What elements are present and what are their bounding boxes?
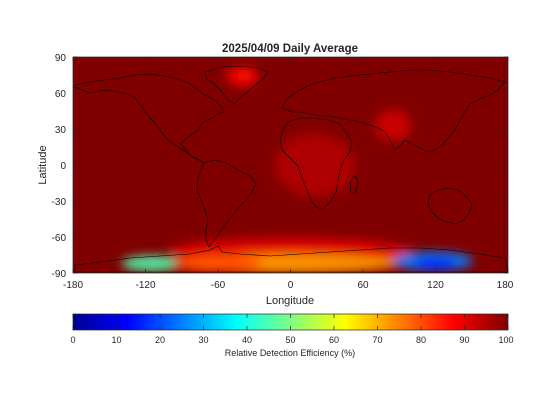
- coastline-antarctica: [74, 245, 508, 273]
- colorbar-tick-label: 90: [459, 335, 469, 345]
- x-tick-label: 120: [427, 280, 444, 291]
- coastline-greenland: [204, 65, 269, 105]
- y-tick-label: -60: [52, 233, 67, 244]
- x-tick-label: 180: [497, 280, 514, 291]
- x-tick-label: -120: [135, 280, 155, 291]
- colorbar-tick-label: 40: [242, 335, 252, 345]
- y-tick-labels: 90 60 30 0 -30 -60 -90: [52, 53, 67, 280]
- heatmap-feature: [173, 254, 263, 273]
- colorbar-tick-label: 60: [329, 335, 339, 345]
- coastline-africa: [279, 117, 353, 211]
- coastline-south-america: [196, 159, 257, 248]
- y-axis-label: Latitude: [37, 145, 49, 184]
- coastline-madagascar: [349, 175, 359, 195]
- colorbar-tick-marks: [72, 314, 509, 330]
- colorbar-label: Relative Detection Efficiency (%): [225, 348, 355, 358]
- colorbar-tick-label: 70: [372, 335, 382, 345]
- colorbar-tick-label: 50: [285, 335, 295, 345]
- y-tick-marks: [73, 56, 508, 274]
- chart-title: 2025/04/09 Daily Average: [222, 43, 358, 55]
- heatmap-feature: [375, 109, 412, 142]
- colorbar-tick-label: 80: [416, 335, 426, 345]
- heatmap-area: [73, 57, 508, 273]
- colorbar-tick-label: 10: [111, 335, 121, 345]
- colorbar-tick-labels: 0 10 20 30 40 50 60 70 80 90 100: [70, 335, 513, 345]
- y-tick-label: -90: [52, 269, 67, 280]
- x-tick-label: -60: [211, 280, 226, 291]
- heatmap-feature: [413, 257, 458, 270]
- x-tick-labels: -180 -120 -60 0 60 120 180: [63, 280, 514, 291]
- colorbar-tick-label: 0: [70, 335, 75, 345]
- x-axis-label: Longitude: [266, 295, 314, 307]
- heatmap-feature: [274, 133, 355, 197]
- heatmap-feature: [121, 255, 182, 272]
- x-tick-label: 0: [288, 280, 294, 291]
- y-tick-label: 0: [60, 161, 66, 172]
- colorbar-tick-label: 100: [498, 335, 513, 345]
- heatmap-feature: [226, 66, 259, 87]
- y-tick-label: 30: [55, 125, 67, 136]
- y-tick-label: 90: [55, 53, 67, 64]
- coastline-australia: [427, 187, 473, 225]
- x-tick-label: -180: [63, 280, 83, 291]
- colorbar: 0 10 20 30 40 50 60 70 80 90 100 Relativ…: [70, 313, 514, 358]
- coastline-europe-asia: [281, 69, 506, 153]
- coastline-north-america: [74, 73, 225, 164]
- x-tick-marks: [72, 57, 509, 273]
- y-tick-label: 60: [55, 89, 67, 100]
- colorbar-tick-label: 30: [198, 335, 208, 345]
- y-tick-label: -30: [52, 197, 67, 208]
- heatmap-features: [121, 66, 474, 273]
- x-tick-label: 60: [357, 280, 369, 291]
- coastlines: [74, 65, 508, 273]
- colorbar-tick-label: 20: [155, 335, 165, 345]
